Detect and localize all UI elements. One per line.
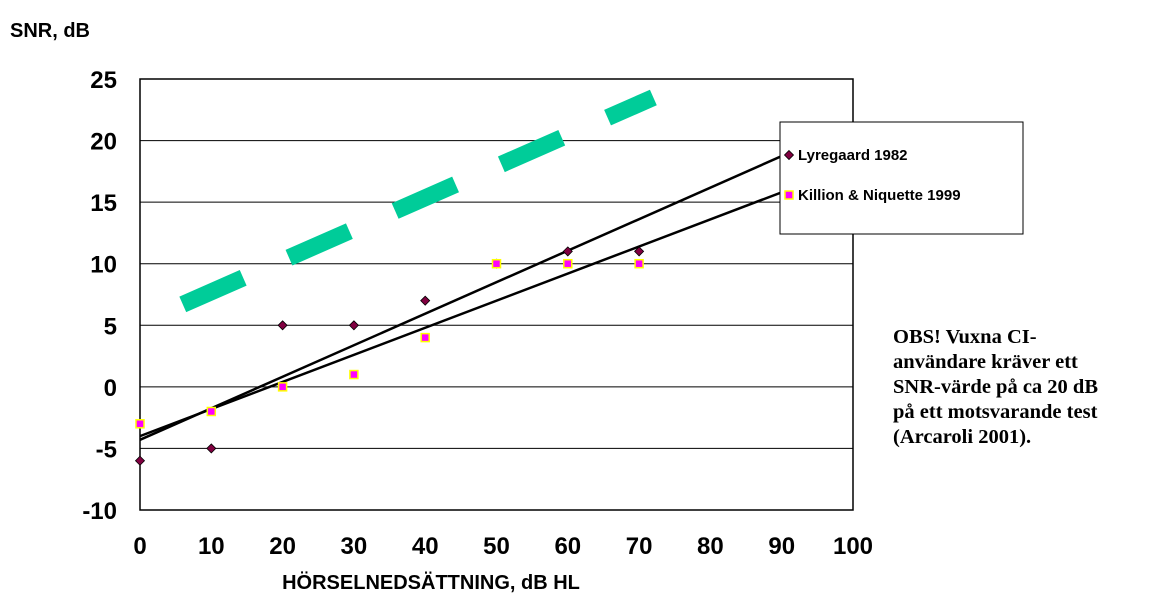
- data-point-diamond: [277, 320, 288, 331]
- x-tick-label: 50: [483, 533, 510, 560]
- legend-box: [779, 121, 1024, 235]
- trendlines: [139, 123, 854, 441]
- data-points: [134, 246, 645, 466]
- y-tick-labels: 25 20 15 10 5 0 -5 -10: [82, 67, 117, 525]
- plot-area: [139, 78, 854, 511]
- y-tick-label: -5: [96, 436, 117, 463]
- y-tick-label: -10: [82, 498, 117, 525]
- y-tick-label: 5: [104, 313, 117, 340]
- data-point-diamond: [134, 455, 146, 466]
- data-point-square: [277, 382, 288, 392]
- y-tick-label: 25: [90, 67, 117, 94]
- reference-dashed-line: [179, 89, 657, 313]
- trendline: [139, 164, 854, 438]
- data-point-square: [634, 258, 644, 269]
- data-point-square: [135, 419, 145, 429]
- y-tick-label: 15: [90, 190, 117, 217]
- y-axis-title: SNR, dB: [10, 20, 90, 42]
- data-point-diamond: [634, 246, 645, 257]
- data-point-square: [784, 190, 794, 200]
- reference-dash-line: [179, 89, 657, 313]
- data-point-diamond: [206, 443, 217, 454]
- x-axis-title: HÖRSELNEDSÄTTNING, dB HL: [282, 571, 580, 594]
- y-tick-label: 20: [90, 129, 117, 156]
- y-tick-label: 0: [104, 375, 117, 402]
- x-tick-labels: 0 10 20 30 40 50 60 70 80 90 100: [133, 533, 873, 560]
- x-tick-label: 20: [269, 533, 296, 560]
- x-tick-label: 60: [554, 533, 581, 560]
- x-tick-label: 70: [626, 533, 653, 560]
- annotation-note: OBS! Vuxna CI- användare kräver ett SNR-…: [893, 326, 1099, 448]
- x-tick-label: 40: [412, 533, 439, 560]
- data-point-square: [420, 332, 430, 343]
- data-point-diamond: [783, 149, 795, 161]
- data-point-square: [349, 369, 359, 380]
- x-tick-label: 100: [833, 533, 873, 560]
- trendline: [139, 123, 854, 441]
- x-tick-label: 80: [697, 533, 724, 560]
- legend-label: Lyregaard 1982: [798, 147, 908, 164]
- y-tick-label: 10: [90, 252, 117, 279]
- legend: Lyregaard 1982 Killion & Niquette 1999: [779, 121, 1024, 235]
- data-point-square: [206, 406, 217, 417]
- x-tick-label: 0: [133, 533, 146, 560]
- data-point-diamond: [420, 295, 431, 306]
- legend-label: Killion & Niquette 1999: [798, 187, 961, 204]
- x-tick-label: 10: [198, 533, 225, 560]
- data-point-square: [491, 258, 502, 269]
- data-point-diamond: [348, 320, 359, 331]
- x-tick-label: 90: [768, 533, 795, 560]
- data-point-diamond: [562, 246, 573, 257]
- data-point-square: [563, 258, 573, 269]
- x-tick-label: 30: [341, 533, 368, 560]
